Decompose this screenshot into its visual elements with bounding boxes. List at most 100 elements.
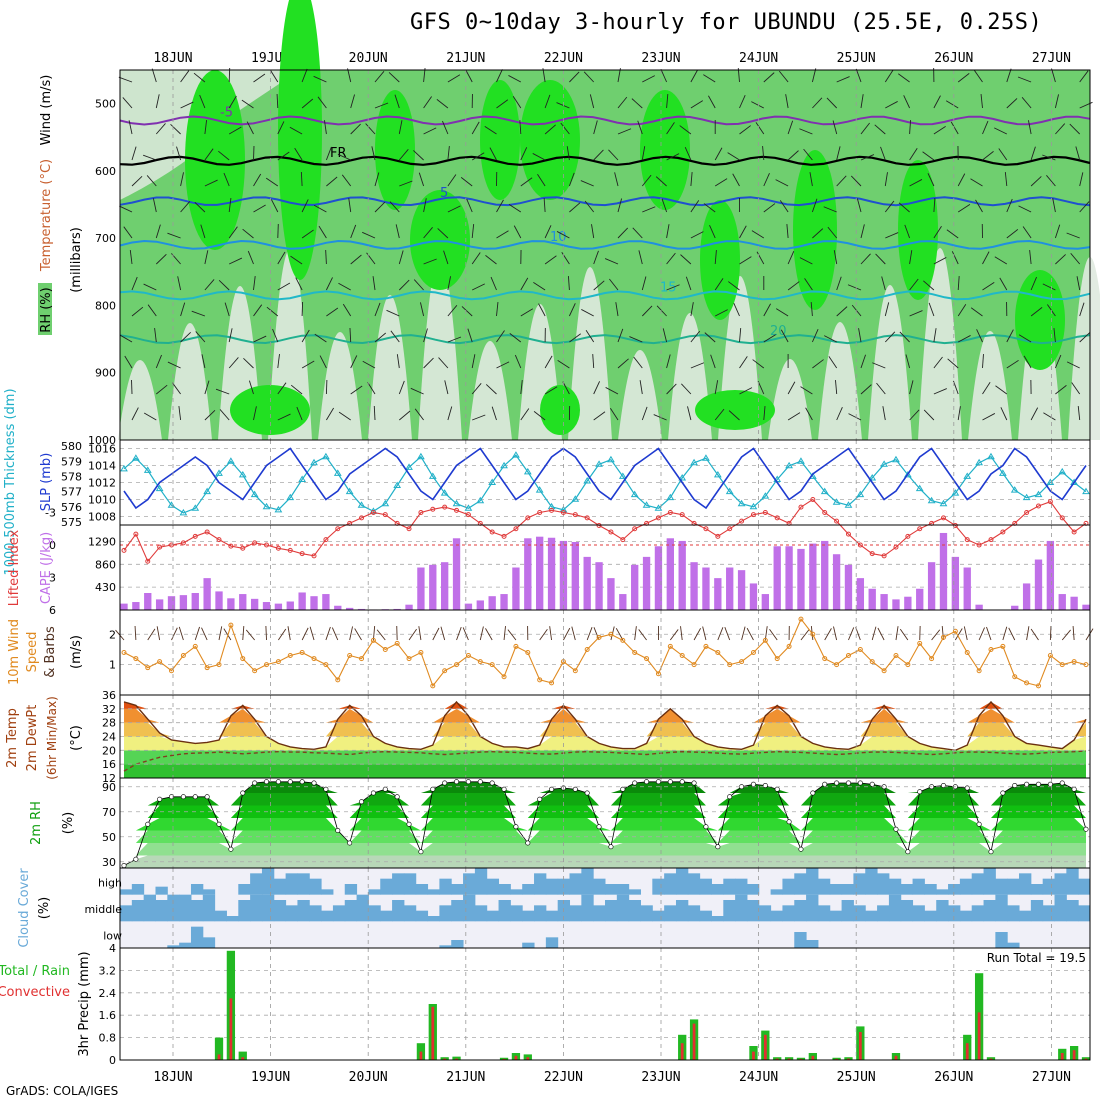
wind-barb xyxy=(365,123,376,135)
wind-barb xyxy=(751,101,765,109)
wind-barb xyxy=(562,381,570,395)
thickness-tick-label: 576 xyxy=(61,501,82,514)
cloud-bar-middle xyxy=(865,910,878,922)
thickness-point xyxy=(452,499,461,507)
wind-barb xyxy=(739,356,748,369)
precip-convective-bar xyxy=(514,1055,518,1060)
wind-barb xyxy=(605,387,619,395)
wind-speed-point xyxy=(145,665,151,671)
cloud-bar-high xyxy=(451,884,464,895)
date-label-bottom: 24JUN xyxy=(739,1070,778,1085)
wind-speed-point xyxy=(1059,662,1065,668)
wind-barb xyxy=(1022,226,1032,239)
wind-barb xyxy=(593,120,598,135)
wind-barb-10m xyxy=(539,629,548,641)
wind-barb xyxy=(556,102,570,109)
thickness-point xyxy=(820,487,829,495)
precip-convective-bar xyxy=(1072,1050,1076,1060)
cloud-bar-middle xyxy=(664,905,677,922)
wind-barb xyxy=(690,362,705,369)
wind-barb xyxy=(123,226,133,239)
wind-barb xyxy=(155,123,166,135)
cloud-bar-middle xyxy=(557,900,571,922)
wind-speed-point xyxy=(204,665,210,671)
cloud-bar-high xyxy=(261,868,275,895)
li-point xyxy=(679,512,685,518)
li-point xyxy=(905,533,911,539)
thickness-point xyxy=(690,458,698,466)
cloud-bar-middle xyxy=(309,905,322,922)
wind-barb xyxy=(617,227,629,239)
cloud-bar-high xyxy=(1019,873,1032,895)
thickness-tick-label: 577 xyxy=(61,486,82,499)
wind-tick-label: 2 xyxy=(109,628,116,641)
rh2m-point xyxy=(1083,826,1089,832)
cloud-bar-high xyxy=(557,878,571,895)
li-point xyxy=(406,526,412,532)
cloud-bar-middle xyxy=(1019,910,1032,922)
wind-barb xyxy=(512,96,522,109)
wind-barb xyxy=(131,276,138,291)
thickness-point xyxy=(1058,467,1067,475)
wind-barb xyxy=(860,122,870,135)
wind-barb xyxy=(828,356,838,369)
li-point xyxy=(430,506,436,512)
wind-barb xyxy=(1079,201,1090,213)
cloud-bar-high xyxy=(344,884,358,895)
thickness-point xyxy=(832,498,841,505)
li-point xyxy=(917,526,923,532)
slp-tick-label: 1010 xyxy=(88,494,116,507)
cloud-bar-middle xyxy=(392,900,405,922)
wind-speed-point xyxy=(465,653,471,659)
li-point xyxy=(323,537,329,543)
cape-bar xyxy=(916,588,924,610)
wind-barb xyxy=(1053,328,1056,343)
wind-barb xyxy=(884,70,894,83)
wind-speed-point xyxy=(750,650,756,655)
wind-barb xyxy=(757,381,765,395)
wind-barb-10m xyxy=(408,628,417,641)
rh2m-point xyxy=(584,790,590,796)
cape-bar xyxy=(821,540,829,610)
wind-barb xyxy=(300,171,303,187)
li-point xyxy=(655,515,661,521)
li-point xyxy=(608,529,614,535)
wind-barb xyxy=(277,382,287,395)
wind-barb xyxy=(436,99,449,109)
thickness-point xyxy=(1082,487,1090,495)
wind-barb xyxy=(460,177,473,187)
wind-barb-10m xyxy=(245,629,255,641)
wind-barb xyxy=(1054,224,1061,239)
wind-barb xyxy=(1004,172,1008,187)
cape-bar xyxy=(417,567,425,610)
wind-barb xyxy=(1030,146,1036,161)
wind-speed-point xyxy=(608,631,614,637)
wind-barb xyxy=(1046,174,1056,187)
wind-barb-10m xyxy=(895,626,899,641)
li-point xyxy=(739,518,745,524)
wind-barb-10m xyxy=(741,626,746,641)
cape-bar xyxy=(310,596,318,610)
wind-barb xyxy=(998,148,1008,161)
rh-dry-region xyxy=(168,323,212,440)
wind-barb xyxy=(271,199,279,213)
wind-barb xyxy=(957,335,971,343)
wind-barb xyxy=(957,276,960,291)
cloud-bar-middle xyxy=(250,894,263,922)
cloud-bar-middle xyxy=(403,905,417,922)
temp-band xyxy=(124,736,1086,751)
wind-barb xyxy=(933,328,937,343)
cape-bar xyxy=(167,596,176,610)
wind-barb xyxy=(295,277,303,291)
wind-barb xyxy=(909,179,923,187)
wind-barb xyxy=(147,304,157,317)
cloud-bar-middle xyxy=(936,900,949,922)
isotherm-label: 10 xyxy=(550,230,567,245)
cloud-bar-middle xyxy=(675,900,689,922)
cape-bar xyxy=(452,538,461,610)
wind-barb-10m xyxy=(638,629,647,641)
wind-barb xyxy=(350,123,361,135)
wind-barb xyxy=(350,94,355,109)
wind-barb xyxy=(253,304,263,317)
rh2m-point xyxy=(632,780,638,786)
